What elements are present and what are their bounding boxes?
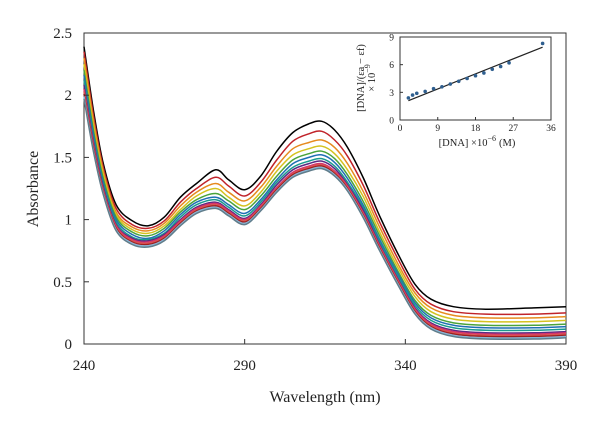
inset-data-point — [414, 91, 419, 96]
main-plot-frame — [83, 32, 567, 345]
inset-data-point — [448, 82, 453, 86]
inset-x-tick-label: 27 — [509, 124, 519, 134]
main-y-tick-label: 1 — [65, 213, 73, 229]
inset-plot-frame — [399, 36, 552, 121]
inset-data-point — [498, 64, 503, 69]
inset-x-axis-title: [DNA] ×10−6 (M) — [439, 134, 516, 149]
inset-data-point — [431, 86, 436, 91]
absorbance-curves — [83, 46, 567, 340]
absorbance-series-line-12 — [83, 96, 567, 339]
inset-data-point — [482, 71, 486, 75]
inset-y-tick-label: 6 — [389, 61, 394, 71]
inset-y-multiplier-exponent: −9 — [363, 64, 372, 73]
absorbance-series-line-11 — [83, 93, 567, 338]
absorbance-series-line-5 — [83, 70, 567, 327]
main-y-tick-label: 1.5 — [53, 150, 72, 166]
inset-data-point — [440, 85, 444, 89]
inset-fit-line — [408, 46, 543, 102]
absorbance-series-line-9 — [83, 88, 567, 336]
inset-y-tick-label: 9 — [389, 34, 394, 44]
absorbance-series-line-3 — [83, 57, 567, 319]
inset-data-point — [465, 76, 469, 81]
main-y-tick-label: 0.5 — [53, 275, 72, 291]
inset-x-tick-label: 36 — [546, 124, 556, 134]
inset-y-tick-label: 3 — [389, 89, 394, 99]
inset-data-marks — [406, 41, 545, 102]
inset-x-tick-label: 0 — [398, 124, 403, 134]
main-y-axis-title: Absorbance — [25, 151, 42, 227]
inset-data-point — [456, 79, 461, 84]
inset-x-label-text: [DNA] ×10 — [439, 138, 488, 149]
main-x-tick-label: 240 — [73, 358, 96, 374]
main-x-tick-label: 290 — [233, 358, 256, 374]
absorbance-plot: 00.511.522.5 240 290 340 390 Wavelength (nm… — [25, 26, 577, 406]
main-x-ticks: 240 290 340 390 — [73, 339, 578, 374]
main-y-ticks: 0 0.5 1 1.5 2 2.5 — [53, 26, 89, 353]
absorbance-series-line-2 — [83, 51, 567, 316]
main-x-tick-label: 390 — [555, 358, 578, 374]
inset-data-point — [410, 93, 415, 97]
inset-y-tick-label: 0 — [389, 117, 394, 127]
inset-x-tick-label: 9 — [435, 124, 440, 134]
inset-data-point — [406, 96, 411, 100]
main-x-axis-title: Wavelength (nm) — [269, 389, 380, 406]
absorbance-series-line-13 — [83, 98, 567, 340]
inset-x-tick-label: 18 — [471, 124, 481, 134]
inset-y-axis-title: [DNA]/(εa − εf) — [356, 44, 367, 112]
absorbance-series-line-6 — [83, 75, 567, 329]
main-x-tick-label: 340 — [394, 358, 417, 374]
inset-x-label-exponent: −6 — [487, 134, 496, 143]
absorbance-series-line-1 — [83, 46, 567, 310]
main-y-tick-label: 2.5 — [53, 26, 72, 42]
inset-data-point — [507, 61, 511, 65]
inset-y-multiplier-base: × 10 — [367, 73, 378, 92]
main-y-tick-label: 2 — [65, 88, 73, 104]
inset-x-ticks: 0 9 18 27 36 — [398, 117, 556, 134]
inset-data-point — [540, 41, 545, 46]
inset-y-ticks: 0 3 6 9 — [389, 34, 403, 127]
inset-data-point — [423, 89, 427, 94]
inset-data-point — [490, 67, 495, 72]
absorbance-series-line-8 — [83, 85, 567, 334]
inset-x-label-unit: (M) — [499, 138, 516, 149]
absorbance-series-line-10 — [83, 91, 567, 337]
inset-y-axis-multiplier: × 10−9 — [363, 64, 378, 92]
absorbance-series-line-4 — [83, 63, 567, 323]
inset-data-point — [473, 73, 478, 78]
absorbance-series-line-7 — [83, 80, 567, 332]
main-y-tick-label: 0 — [65, 337, 73, 353]
